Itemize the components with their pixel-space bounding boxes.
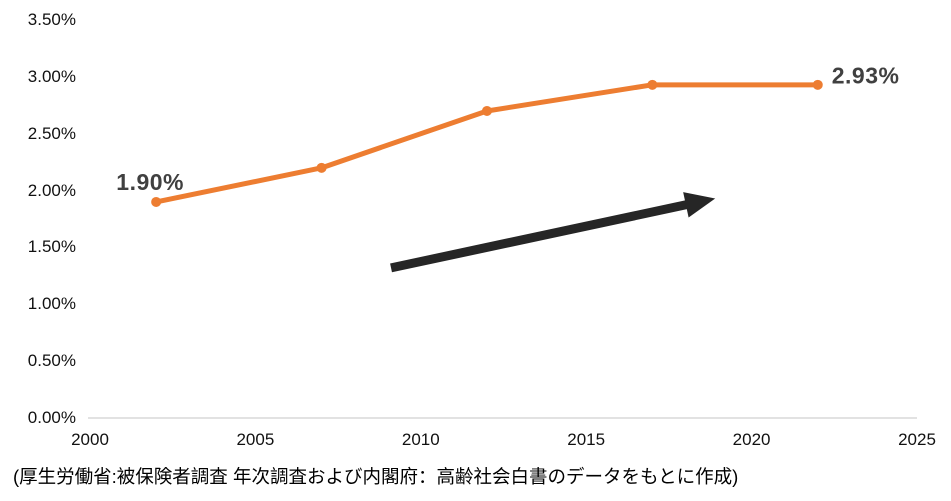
source-caption: (厚生労働省:被保険者調査 年次調査および内閣府：高齢社会白書のデータをもとに作… bbox=[13, 466, 739, 487]
y-tick-label: 1.50% bbox=[27, 237, 76, 257]
trend-arrow-head bbox=[683, 192, 716, 218]
data-point-marker bbox=[647, 79, 658, 90]
x-tick-label: 2010 bbox=[401, 430, 440, 449]
data-label-last-point: 2.93% bbox=[831, 62, 900, 89]
x-tick-label: 2020 bbox=[732, 430, 771, 449]
y-tick-label: 0.00% bbox=[27, 408, 76, 427]
x-tick-label: 2015 bbox=[567, 430, 606, 449]
data-point-marker bbox=[151, 196, 162, 207]
x-tick-label: 2000 bbox=[71, 430, 109, 449]
y-tick-label: 1.00% bbox=[27, 294, 76, 314]
data-label-first-point: 1.90% bbox=[116, 168, 185, 195]
series-line bbox=[153, 82, 821, 205]
y-tick-label: 0.50% bbox=[27, 351, 76, 371]
x-tick-label: 2005 bbox=[236, 430, 275, 449]
y-tick-label: 3.00% bbox=[27, 66, 76, 86]
data-point-marker bbox=[812, 79, 823, 90]
data-point-marker bbox=[481, 105, 492, 116]
y-tick-label: 3.50% bbox=[27, 10, 76, 29]
trend-arrow-shaft bbox=[390, 199, 689, 273]
y-tick-label: 2.00% bbox=[27, 180, 76, 200]
y-tick-label: 2.50% bbox=[27, 123, 76, 143]
x-tick-label: 2025 bbox=[898, 430, 936, 449]
data-point-marker bbox=[316, 162, 327, 173]
